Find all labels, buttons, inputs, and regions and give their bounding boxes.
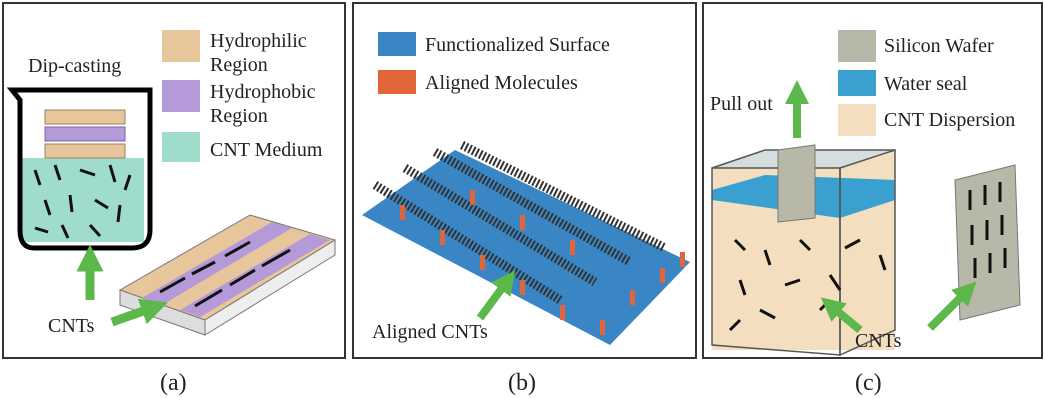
- legend-label: Aligned Molecules: [425, 72, 578, 94]
- label: CNTs: [48, 315, 95, 337]
- legend-swatch: [378, 32, 416, 56]
- legend-label: Region: [210, 54, 268, 76]
- label: CNTs: [855, 330, 902, 352]
- hydrophilic-layer: [45, 110, 125, 124]
- legend-label: Region: [210, 105, 268, 127]
- panel-c: Silicon Wafer Water seal CNT Dispersion …: [710, 30, 1020, 396]
- hydrophobic-layer: [45, 127, 125, 141]
- arrow: [480, 280, 508, 318]
- legend-label: CNT Medium: [210, 139, 323, 161]
- label: Pull out: [710, 93, 773, 115]
- legend-swatch: [378, 70, 416, 94]
- figure: Dip-casting Hydrophilic Region Hydrophob…: [0, 0, 1045, 398]
- legend-label: Water seal: [884, 73, 968, 95]
- caption: (a): [160, 370, 187, 396]
- legend-label: Hydrophobic: [210, 81, 316, 103]
- caption: (b): [508, 370, 536, 396]
- panel-a: Dip-casting Hydrophilic Region Hydrophob…: [12, 30, 335, 396]
- legend-label: Silicon Wafer: [884, 35, 994, 57]
- panel-title: Dip-casting: [28, 55, 121, 77]
- label: Aligned CNTs: [372, 321, 488, 343]
- caption: (c): [855, 370, 882, 396]
- legend-swatch: [162, 132, 200, 162]
- legend-swatch: [838, 30, 876, 62]
- panel-b: Functionalized Surface Aligned Molecules…: [362, 32, 690, 396]
- legend-label: Functionalized Surface: [425, 34, 610, 56]
- legend-swatch: [838, 104, 876, 136]
- silicon-wafer: [778, 145, 815, 222]
- legend-swatch: [162, 80, 200, 112]
- legend-label: Hydrophilic: [210, 30, 307, 52]
- hydrophilic-layer: [45, 144, 125, 158]
- legend-swatch: [162, 30, 200, 62]
- legend-label: CNT Dispersion: [884, 109, 1015, 131]
- legend-swatch: [838, 70, 876, 96]
